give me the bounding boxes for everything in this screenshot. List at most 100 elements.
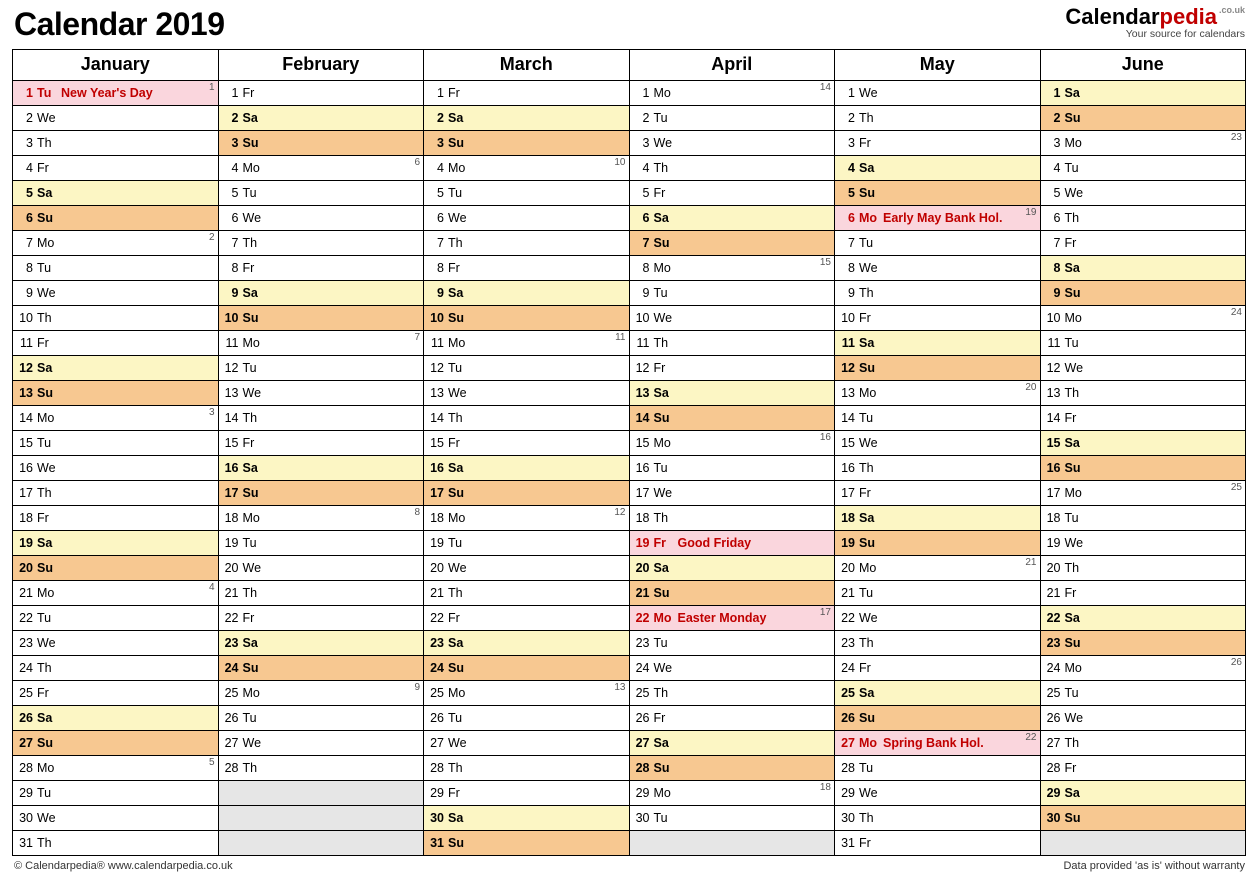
day-number: 25 [17,686,37,700]
day-cell: 31Fr [835,831,1041,856]
day-cell: 14Su [629,406,835,431]
day-number: 20 [1045,561,1065,575]
day-cell: 23Tu [629,631,835,656]
day-of-week: Th [1065,736,1089,750]
day-of-week: Fr [37,336,61,350]
day-number: 19 [223,536,243,550]
day-of-week: Fr [859,661,883,675]
day-of-week: Sa [654,211,678,225]
day-number: 18 [428,511,448,525]
day-of-week: Tu [448,711,472,725]
day-of-week: Fr [37,511,61,525]
day-of-week: We [243,211,267,225]
day-of-week: Sa [1065,611,1089,625]
day-number: 24 [634,661,654,675]
day-cell: 3Mo23 [1040,131,1246,156]
calendar-row: 11Fr11Mo711Mo1111Th11Sa11Tu [13,331,1246,356]
day-of-week: Sa [37,361,61,375]
day-of-week: Sa [448,636,472,650]
month-header: June [1040,50,1246,81]
day-cell: 9Su [1040,281,1246,306]
day-cell: 16Tu [629,456,835,481]
day-number: 1 [17,86,37,100]
day-cell [1040,831,1246,856]
day-number: 12 [1045,361,1065,375]
calendar-row: 6Su6We6We6Sa6MoEarly May Bank Hol.196Th [13,206,1246,231]
day-cell: 11Sa [835,331,1041,356]
day-cell: 26Sa [13,706,219,731]
day-cell: 31Su [424,831,630,856]
day-cell: 31Th [13,831,219,856]
day-of-week: Mo [654,436,678,450]
day-of-week: We [37,286,61,300]
day-cell: 9We [13,281,219,306]
day-of-week: Sa [1065,786,1089,800]
day-of-week: Su [243,136,267,150]
day-cell: 11Fr [13,331,219,356]
day-of-week: Th [654,686,678,700]
day-number: 10 [634,311,654,325]
day-number: 30 [428,811,448,825]
day-of-week: Su [859,361,883,375]
calendar-row: 30We30Sa30Tu30Th30Su [13,806,1246,831]
day-of-week: Su [1065,636,1089,650]
day-cell: 15Mo16 [629,431,835,456]
day-of-week: Su [654,586,678,600]
day-number: 2 [17,111,37,125]
day-cell: 24We [629,656,835,681]
day-number: 29 [1045,786,1065,800]
day-cell [629,831,835,856]
day-number: 4 [428,161,448,175]
day-of-week: Fr [654,186,678,200]
day-cell: 3Su [424,131,630,156]
calendar-row: 1TuNew Year's Day11Fr1Fr1Mo141We1Sa [13,81,1246,106]
logo: Calendarpedia.co.uk Your source for cale… [1065,6,1245,40]
day-cell: 28Th [424,756,630,781]
day-number: 4 [223,161,243,175]
day-of-week: We [859,86,883,100]
day-number: 27 [839,736,859,750]
day-cell: 1We [835,81,1041,106]
day-number: 10 [839,311,859,325]
day-number: 30 [17,811,37,825]
page-title: Calendar 2019 [14,6,225,43]
day-number: 12 [428,361,448,375]
day-of-week: Tu [243,361,267,375]
day-cell: 12We [1040,356,1246,381]
calendar-row: 7Mo27Th7Th7Su7Tu7Fr [13,231,1246,256]
day-number: 8 [17,261,37,275]
week-number: 18 [820,782,831,793]
footer-left: © Calendarpedia® www.calendarpedia.co.uk [14,860,233,872]
day-cell: 15Fr [424,431,630,456]
week-number: 19 [1025,207,1036,218]
logo-main: Calendarpedia.co.uk [1065,6,1245,28]
day-number: 15 [17,436,37,450]
day-cell: 28Tu [835,756,1041,781]
day-of-week: Sa [243,286,267,300]
day-cell: 29Mo18 [629,781,835,806]
day-of-week: We [654,486,678,500]
day-number: 21 [428,586,448,600]
calendar-table: JanuaryFebruaryMarchAprilMayJune 1TuNew … [12,49,1246,856]
logo-part1: Calendar [1065,4,1159,29]
logo-part2: pedia [1160,4,1217,29]
day-number: 15 [1045,436,1065,450]
holiday-label: New Year's Day [61,86,214,100]
calendar-row: 13Su13We13We13Sa13Mo2013Th [13,381,1246,406]
day-number: 20 [428,561,448,575]
day-number: 11 [634,336,654,350]
day-cell: 17Th [13,481,219,506]
day-cell: 30Tu [629,806,835,831]
day-of-week: Tu [859,411,883,425]
calendar-row: 18Fr18Mo818Mo1218Th18Sa18Tu [13,506,1246,531]
day-number: 8 [223,261,243,275]
day-number: 16 [1045,461,1065,475]
day-of-week: Mo [243,511,267,525]
day-number: 13 [634,386,654,400]
day-of-week: Su [1065,286,1089,300]
week-number: 9 [414,682,420,693]
day-number: 6 [839,211,859,225]
day-number: 22 [428,611,448,625]
day-cell: 26We [1040,706,1246,731]
calendar-row: 4Fr4Mo64Mo104Th4Sa4Tu [13,156,1246,181]
